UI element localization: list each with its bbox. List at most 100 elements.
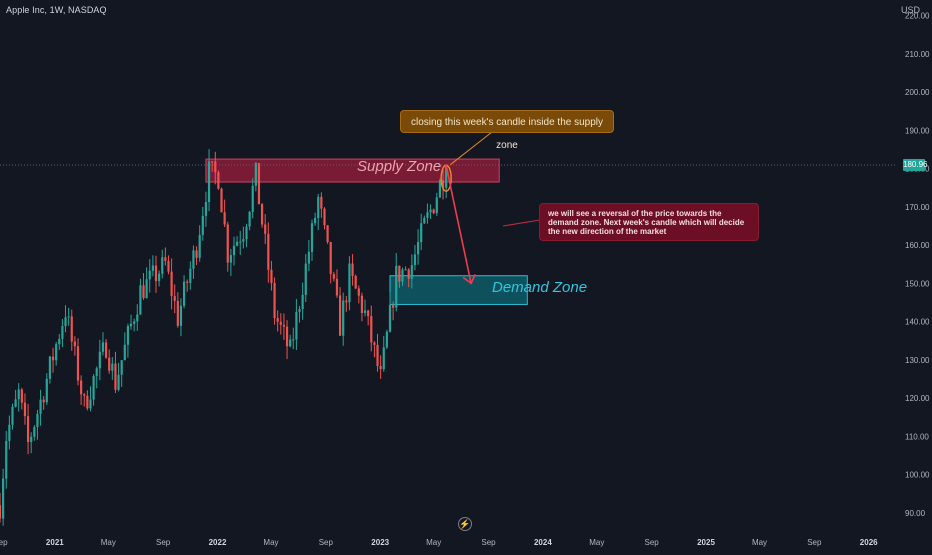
x-tick-label: Sep — [156, 538, 171, 547]
candle-body — [92, 376, 95, 400]
candle-body — [11, 406, 14, 425]
candle-body — [220, 188, 223, 213]
candle-body — [80, 380, 83, 395]
supply-zone-label: Supply Zone — [357, 158, 442, 175]
x-tick-label: Sep — [481, 538, 496, 547]
candle-body — [279, 321, 282, 325]
x-tick-label: 2021 — [46, 538, 64, 547]
supply-zone-rect — [205, 158, 500, 183]
candle-body — [420, 223, 423, 243]
candle-body — [239, 241, 242, 243]
candle-body — [304, 263, 307, 295]
candle-body — [86, 395, 89, 409]
symbol-title[interactable]: Apple Inc, 1W, NASDAQ — [6, 5, 107, 15]
candle-body — [245, 226, 248, 240]
candle-body — [435, 197, 438, 214]
candle-body — [360, 295, 364, 314]
last-price-label: 180.96 — [903, 159, 928, 171]
candle-body — [167, 261, 170, 272]
y-tick-label: 100.00 — [905, 471, 930, 480]
candle-body — [379, 365, 382, 370]
candle-body — [273, 282, 276, 319]
candle-body — [8, 424, 11, 441]
x-tick-label: Sep — [645, 538, 660, 547]
candle-body — [317, 196, 320, 219]
candle-body — [198, 234, 201, 258]
candle-body — [289, 339, 292, 347]
candle-body — [276, 318, 279, 322]
candle-body — [223, 212, 226, 225]
time-axis[interactable]: Sep 2021 May Sep 2022 May Sep 2023 May Sep 2024 May… — [0, 538, 878, 547]
candle-body — [0, 505, 2, 519]
candle-body — [392, 305, 395, 308]
candle-body — [329, 242, 332, 275]
y-tick-label: 130.00 — [905, 356, 930, 365]
candle-body — [45, 378, 48, 403]
candle-body — [217, 172, 220, 189]
candle-body — [161, 257, 164, 274]
candle-body — [270, 269, 273, 283]
candle-body — [423, 217, 426, 224]
candle-body — [42, 399, 45, 403]
x-tick-label: May — [101, 538, 116, 547]
candle-body — [285, 326, 289, 347]
callout-reversal-note: we will see a reversal of the price towa… — [539, 203, 759, 241]
x-tick-label: Sep — [0, 538, 8, 547]
candle-body — [326, 225, 329, 243]
projection-arrowhead — [462, 274, 476, 285]
x-tick-label: 2022 — [209, 538, 227, 547]
candle-body — [114, 363, 117, 390]
candle-body — [98, 351, 101, 369]
price-axis[interactable]: 90.00 100.00 110.00 120.00 130.00 140.00 150.0… — [905, 12, 930, 518]
currency-label: USD — [900, 5, 920, 15]
candle-body — [186, 281, 189, 283]
callout-pointer-top — [449, 131, 493, 166]
y-tick-label: 220.00 — [905, 12, 930, 21]
candle-body — [76, 346, 80, 381]
candle-body — [264, 224, 267, 234]
candle-body — [126, 326, 130, 345]
x-tick-label: 2024 — [534, 538, 552, 547]
candle-body — [164, 257, 167, 262]
y-tick-label: 200.00 — [905, 88, 930, 97]
candle-body — [432, 209, 435, 214]
demand-zone-label: Demand Zone — [492, 279, 588, 296]
candle-body — [429, 209, 432, 213]
candle-body — [23, 402, 27, 417]
candle-body — [101, 342, 105, 352]
callout-pointer-right — [502, 219, 541, 227]
candle-body — [257, 163, 261, 205]
candle-body — [345, 300, 348, 303]
candle-body — [229, 255, 232, 263]
candle-body — [385, 331, 388, 348]
candle-body — [136, 314, 139, 322]
candle-body — [51, 356, 55, 361]
demand-zone-rect — [389, 275, 528, 305]
candle-body — [348, 263, 351, 303]
flash-icon[interactable]: ⚡ — [458, 517, 472, 531]
candle-body — [207, 161, 211, 203]
candle-body — [192, 250, 195, 269]
candle-body — [335, 278, 339, 296]
candle-body — [39, 399, 42, 414]
x-tick-label: Sep — [319, 538, 334, 547]
y-tick-label: 210.00 — [905, 50, 930, 59]
x-tick-label: May — [426, 538, 441, 547]
candle-body — [226, 224, 229, 263]
x-tick-label: May — [752, 538, 767, 547]
candle-body — [67, 316, 70, 318]
candle-body — [189, 268, 192, 283]
candle-body — [64, 317, 67, 327]
x-tick-label: May — [263, 538, 278, 547]
candle-body — [236, 241, 239, 246]
candle-body — [441, 180, 445, 188]
candle-body — [438, 180, 442, 198]
candle-body — [139, 285, 142, 315]
candle-body — [248, 211, 251, 227]
candle-body — [413, 254, 417, 266]
candle-body — [73, 341, 76, 347]
y-tick-label: 150.00 — [905, 279, 930, 288]
candle-body — [367, 310, 370, 317]
